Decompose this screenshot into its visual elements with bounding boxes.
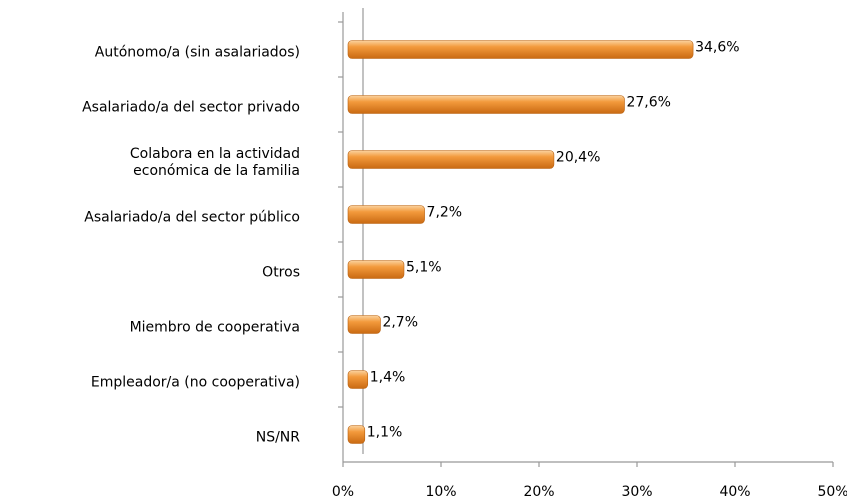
y-tick-label: Colabora en la actividad económica de la … <box>130 146 300 179</box>
data-label: 27,6% <box>626 95 670 111</box>
x-tick-label: 30% <box>621 484 652 500</box>
x-tick-label: 0% <box>332 484 354 500</box>
data-label: 5,1% <box>406 260 442 276</box>
y-tick-label: Asalariado/a del sector público <box>84 210 300 226</box>
data-label: 34,6% <box>695 40 739 56</box>
data-label: 1,4% <box>370 370 406 386</box>
y-tick-label: Empleador/a (no cooperativa) <box>91 375 300 391</box>
data-label: 2,7% <box>382 315 418 331</box>
y-tick-label: Autónomo/a (sin asalariados) <box>95 45 300 61</box>
bar <box>347 205 425 224</box>
data-label: 1,1% <box>367 425 403 441</box>
bar <box>347 150 555 169</box>
y-tick-label: Otros <box>262 265 300 281</box>
data-label: 20,4% <box>556 150 600 166</box>
bar <box>347 95 625 114</box>
x-tick-label: 10% <box>425 484 456 500</box>
y-tick-label: NS/NR <box>256 430 301 446</box>
x-tick-label: 50% <box>817 484 847 500</box>
bar <box>347 425 366 444</box>
x-tick-label: 20% <box>523 484 554 500</box>
bar <box>347 370 369 389</box>
bar <box>347 315 381 334</box>
y-tick-label: Asalariado/a del sector privado <box>82 100 300 116</box>
data-label: 7,2% <box>427 205 463 221</box>
y-tick-label: Miembro de cooperativa <box>130 320 300 336</box>
bar <box>347 40 694 59</box>
x-tick-label: 40% <box>719 484 750 500</box>
bar <box>347 260 405 279</box>
